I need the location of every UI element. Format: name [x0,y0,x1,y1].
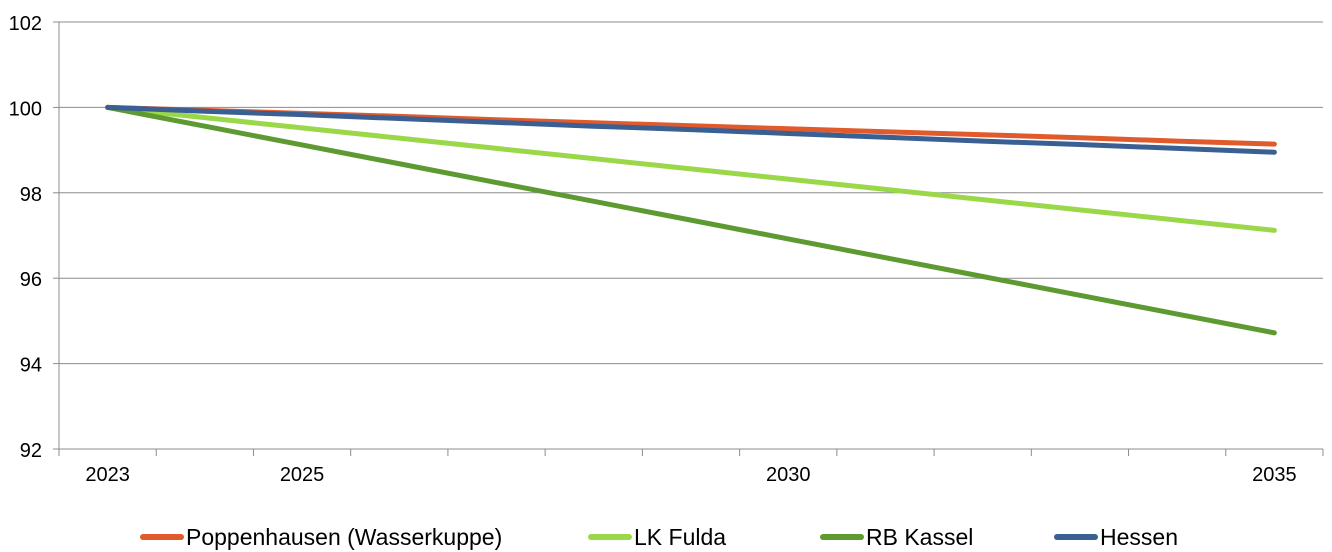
legend: Poppenhausen (Wasserkuppe) LK Fulda RB K… [0,522,1332,552]
data-point [788,133,789,134]
data-point [982,134,983,135]
legend-item-lk-fulda: LK Fulda [588,522,726,552]
data-point [1079,295,1080,296]
legend-swatch [820,534,864,540]
data-point [1177,148,1178,149]
gridlines [59,21,1323,365]
y-tick-label: 100 [9,98,42,120]
data-point [1274,144,1275,145]
x-tick-label: 2030 [766,464,811,486]
data-point [691,220,692,221]
data-point [1177,141,1178,142]
line-chart-plot: 92 94 96 98 100 102 2023 2025 2030 2035 [9,13,1324,486]
data-point [1177,220,1178,221]
data-point [593,201,594,202]
series-line [105,104,1277,233]
data-point [1274,332,1275,333]
data-point [204,111,205,112]
y-tick-label: 92 [20,440,42,462]
data-point [496,148,497,149]
data-point [691,125,692,126]
series-lines [105,104,1277,336]
series-2 [105,104,1277,336]
data-point [302,144,303,145]
legend-swatch [140,534,184,540]
data-point [885,257,886,258]
data-point [788,128,789,129]
series-line [105,104,1277,336]
legend-item-hessen: Hessen [1054,522,1178,552]
legend-swatch [588,534,632,540]
data-point [399,118,400,119]
data-point [496,122,497,123]
data-point [885,137,886,138]
y-axis-ticks: 92 94 96 98 100 102 [9,13,59,462]
data-point [302,114,303,115]
data-point [788,238,789,239]
series-line [105,104,1277,155]
axes [58,22,1323,450]
data-point [885,131,886,132]
data-point [691,129,692,130]
x-tick-label: 2035 [1252,464,1297,486]
data-point [1079,137,1080,138]
data-point [1079,209,1080,210]
data-point [302,127,303,128]
series-3 [105,104,1277,155]
data-point [107,107,108,108]
legend-swatch [1054,534,1098,540]
data-point [593,122,594,123]
data-point [399,138,400,139]
data-point [204,126,205,127]
y-tick-label: 96 [20,269,42,291]
legend-label: Hessen [1100,524,1178,550]
data-point [885,189,886,190]
data-point [982,199,983,200]
data-point [1177,314,1178,315]
y-tick-label: 98 [20,184,42,206]
legend-label: Poppenhausen (Wasserkuppe) [186,524,503,550]
data-point [1274,152,1275,153]
data-point [1274,230,1275,231]
data-point [204,117,205,118]
x-tick-label: 2023 [85,464,130,486]
x-axis-ticks: 2023 2025 2030 2035 [58,449,1324,486]
data-point [399,163,400,164]
data-point [691,168,692,169]
data-point [788,179,789,180]
data-point [982,141,983,142]
data-point [982,276,983,277]
data-point [1079,144,1080,145]
legend-item-poppenhausen: Poppenhausen (Wasserkuppe) [140,522,502,552]
data-point [593,126,594,127]
y-tick-label: 102 [9,13,42,35]
data-point [496,182,497,183]
legend-item-rb-kassel: RB Kassel [820,522,973,552]
legend-label: LK Fulda [634,524,727,550]
data-point [593,158,594,159]
x-tick-label: 2025 [280,464,325,486]
series-1 [105,104,1277,233]
legend-label: RB Kassel [866,524,974,550]
y-tick-label: 94 [20,355,42,377]
